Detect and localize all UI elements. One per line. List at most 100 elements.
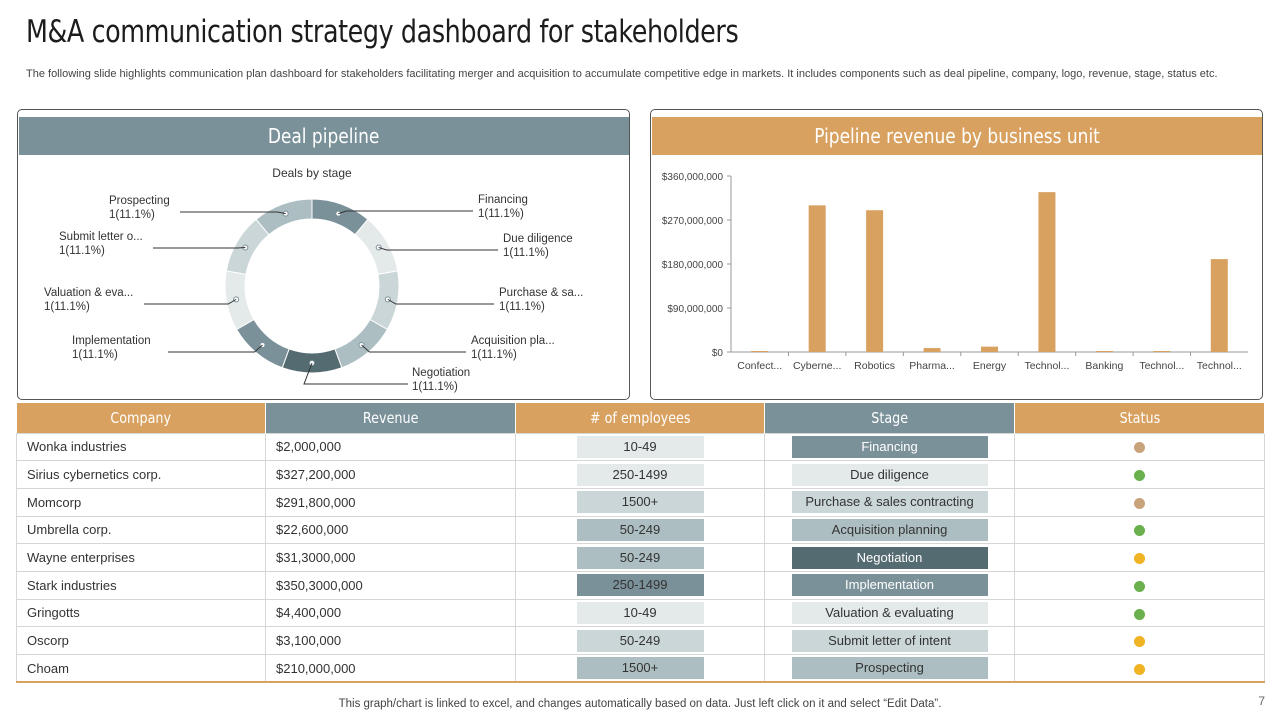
table-row[interactable]: Wayne enterprises $31,3000,000 50-249 Negot…	[16, 543, 1265, 572]
donut-label-4: Negotiation	[412, 367, 470, 379]
status-dot	[1134, 497, 1145, 509]
page-subtitle: The following slide highlights communica…	[26, 68, 1218, 80]
company-cell: Choam	[16, 654, 266, 684]
stage-cell: Prospecting	[764, 654, 1015, 684]
donut-value-8: 1(11.1%)	[109, 209, 155, 221]
revenue-panel: Pipeline revenue by business unit $0 $90,…	[650, 109, 1263, 400]
donut-label-3: Acquisition pla...	[471, 335, 555, 347]
status-cell	[1014, 570, 1265, 600]
x-tick-label-1: Cyberne...	[793, 360, 841, 372]
bar-8[interactable]	[1210, 259, 1228, 352]
donut-label-2: Purchase & sa...	[499, 287, 583, 299]
donut-chart-title: Deals by stage	[272, 166, 352, 180]
company-cell: Stark industries	[16, 570, 266, 600]
donut-value-1: 1(11.1%)	[503, 247, 549, 259]
status-dot	[1134, 663, 1145, 675]
status-cell	[1014, 460, 1265, 489]
donut-leader-line-3	[361, 344, 466, 353]
employees-cell: 50-249	[515, 515, 765, 545]
employees-pill: 50-249	[576, 629, 704, 652]
y-tick-label-0: $0	[712, 348, 724, 359]
table-row[interactable]: Oscorp $3,100,000 50-249 Submit letter of i…	[16, 626, 1265, 655]
stage-cell: Due diligence	[764, 460, 1015, 489]
revenue-header: Pipeline revenue by business unit	[652, 117, 1262, 155]
deals-table: Company Revenue # of employees Stage Sta…	[16, 403, 1265, 684]
donut-leader-dot-8	[282, 210, 289, 217]
bar-0[interactable]	[751, 351, 769, 352]
x-tick-label-4: Energy	[973, 360, 1007, 372]
status-dot	[1134, 608, 1145, 620]
bar-6[interactable]	[1095, 351, 1113, 352]
status-cell	[1014, 487, 1265, 517]
deal-pipeline-header: Deal pipeline	[19, 117, 629, 155]
y-tick-label-4: $360,000,000	[662, 172, 724, 183]
stage-pill: Prospecting	[791, 657, 988, 680]
employees-pill: 50-249	[576, 546, 704, 569]
col-employees-header[interactable]: # of employees	[515, 403, 765, 433]
revenue-cell: $3,100,000	[265, 626, 516, 655]
col-status-header[interactable]: Status	[1014, 403, 1265, 433]
stage-pill: Purchase & sales contracting	[791, 491, 988, 514]
x-tick-label-5: Technol...	[1024, 360, 1069, 372]
bar-7[interactable]	[1153, 351, 1171, 352]
bar-1[interactable]	[808, 205, 826, 352]
stage-cell: Negotiation	[764, 543, 1015, 572]
donut-label-7: Submit letter o...	[59, 231, 143, 243]
deal-pipeline-panel: Deal pipeline Deals by stage Financing 1(…	[17, 109, 630, 400]
table-row[interactable]: Gringotts $4,400,000 10-49 Valuation & eval…	[16, 598, 1265, 628]
stage-cell: Purchase & sales contracting	[764, 487, 1015, 517]
employees-pill: 10-49	[576, 601, 704, 624]
donut-value-2: 1(11.1%)	[499, 301, 545, 313]
donut-slice-8[interactable]	[255, 198, 313, 236]
company-cell: Momcorp	[16, 487, 266, 517]
status-cell	[1014, 598, 1265, 628]
donut-slice-2[interactable]	[369, 270, 400, 331]
status-dot	[1134, 470, 1145, 482]
donut-leader-line-7	[153, 247, 246, 249]
col-company-header[interactable]: Company	[16, 403, 266, 433]
donut-label-1: Due diligence	[503, 233, 573, 245]
bar-3[interactable]	[923, 348, 941, 352]
table-row[interactable]: Momcorp $291,800,000 1500+ Purchase & sales…	[16, 487, 1265, 517]
stage-cell: Financing	[764, 432, 1015, 462]
table-row[interactable]: Sirius cybernetics corp. $327,200,000 250-…	[16, 460, 1265, 489]
donut-label-6: Valuation & eva...	[44, 287, 133, 299]
donut-value-3: 1(11.1%)	[471, 349, 517, 361]
table-row[interactable]: Umbrella corp. $22,600,000 50-249 Acquisiti…	[16, 515, 1265, 545]
revenue-cell: $2,000,000	[265, 432, 516, 462]
deals-by-stage-chart[interactable]: Deals by stage Financing 1(11.1%) Due dili…	[18, 110, 630, 400]
company-cell: Wayne enterprises	[16, 543, 266, 572]
donut-slice-6[interactable]	[224, 270, 255, 331]
stage-cell: Valuation & evaluating	[764, 598, 1015, 628]
page-number: 7	[1258, 694, 1265, 708]
bar-5[interactable]	[1038, 192, 1056, 352]
stage-pill: Submit letter of intent	[791, 629, 988, 652]
employees-cell: 250-1499	[515, 570, 765, 600]
donut-leader-line-5	[168, 344, 263, 353]
x-tick-label-7: Technol...	[1139, 360, 1184, 372]
revenue-cell: $210,000,000	[265, 654, 516, 684]
page-title: M&A communication strategy dashboard for…	[26, 14, 739, 50]
stage-cell: Submit letter of intent	[764, 626, 1015, 655]
employees-cell: 10-49	[515, 432, 765, 462]
table-row[interactable]: Choam $210,000,000 1500+ Prospecting	[16, 654, 1265, 684]
employees-pill: 10-49	[576, 435, 704, 458]
revenue-bar-chart[interactable]: $0 $90,000,000 $180,000,000 $270,000,000 $36…	[651, 110, 1263, 400]
employees-cell: 1500+	[515, 654, 765, 684]
table-row[interactable]: Stark industries $350,3000,000 250-1499 Imp…	[16, 570, 1265, 600]
donut-label-8: Prospecting	[109, 195, 170, 207]
x-tick-label-2: Robotics	[854, 360, 895, 372]
bar-2[interactable]	[866, 210, 884, 352]
company-cell: Gringotts	[16, 598, 266, 628]
col-revenue-header[interactable]: Revenue	[265, 403, 516, 433]
stage-pill: Implementation	[791, 574, 988, 597]
stage-cell: Acquisition planning	[764, 515, 1015, 545]
employees-cell: 10-49	[515, 598, 765, 628]
col-stage-header[interactable]: Stage	[764, 403, 1015, 433]
donut-leader-line-8	[180, 211, 286, 215]
stage-pill: Due diligence	[791, 463, 988, 486]
status-cell	[1014, 543, 1265, 572]
bar-4[interactable]	[981, 346, 998, 352]
status-dot	[1134, 553, 1145, 565]
table-row[interactable]: Wonka industries $2,000,000 10-49 Financing	[16, 432, 1265, 462]
